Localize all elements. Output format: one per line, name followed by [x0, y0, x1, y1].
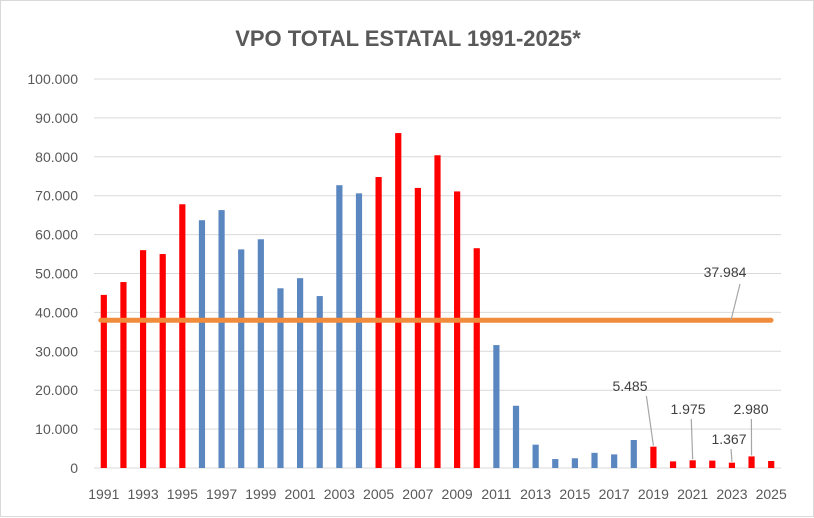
bar-2007	[415, 188, 421, 468]
bar-1996	[199, 220, 205, 468]
bar-2012	[513, 406, 519, 468]
bar-1994	[160, 254, 166, 468]
bar-2004	[356, 193, 362, 468]
bar-2010	[474, 248, 480, 468]
bar-1999	[258, 239, 264, 468]
bar-2001	[297, 278, 303, 468]
x-tick-label-2005: 2005	[363, 486, 394, 502]
x-tick-label-2019: 2019	[638, 486, 669, 502]
bar-1993	[140, 250, 146, 468]
bar-2022	[709, 461, 715, 468]
bar-1992	[120, 282, 126, 468]
y-axis-labels: 0 10.000 20.000 30.000 40.000 50.000 60.000 70.…	[27, 71, 78, 476]
x-tick-label-2011: 2011	[481, 486, 511, 502]
x-tick-label-2025: 2025	[756, 486, 787, 502]
reference-line-label: 37.984	[704, 264, 747, 280]
bar-1995	[179, 204, 185, 468]
y-tick-label-1: 10.000	[35, 421, 78, 437]
x-tick-label-2007: 2007	[402, 486, 433, 502]
bar-2014	[552, 459, 558, 468]
x-tick-label-2015: 2015	[559, 486, 590, 502]
bar-2009	[454, 191, 460, 468]
x-tick-label-2001: 2001	[285, 486, 316, 502]
y-tick-label-0: 0	[70, 460, 78, 476]
bar-2016	[591, 453, 597, 468]
bar-2011	[493, 345, 499, 468]
annotation-label-2024: 2.980	[733, 401, 768, 417]
bar-2003	[336, 185, 342, 468]
x-tick-label-1997: 1997	[206, 486, 237, 502]
x-tick-label-2003: 2003	[324, 486, 355, 502]
reference-leader-line	[731, 284, 740, 320]
x-tick-label-1995: 1995	[167, 486, 198, 502]
annotation-leader-2023	[731, 449, 732, 462]
bar-2018	[631, 440, 637, 468]
bar-2017	[611, 454, 617, 468]
bar-2025	[768, 461, 774, 468]
x-tick-label-2013: 2013	[520, 486, 551, 502]
y-tick-label-5: 50.000	[35, 266, 78, 282]
chart-title: VPO TOTAL ESTATAL 1991-2025*	[235, 26, 581, 51]
y-tick-label-8: 80.000	[35, 149, 78, 165]
y-tick-label-9: 90.000	[35, 110, 78, 126]
x-tick-label-2021: 2021	[677, 486, 708, 502]
y-tick-label-7: 70.000	[35, 188, 78, 204]
annotation-label-2023: 1.367	[711, 431, 746, 447]
bar-2008	[434, 155, 440, 468]
bar-1997	[218, 210, 224, 468]
bar-2006	[395, 133, 401, 468]
bar-2019	[650, 447, 656, 468]
annotation-label-2019: 5.485	[612, 378, 647, 394]
x-tick-label-1991: 1991	[88, 486, 119, 502]
x-tick-label-1999: 1999	[245, 486, 276, 502]
bar-2021	[690, 460, 696, 468]
x-axis-labels: 1991 1993 1995 1997 1999 2001 2003 2005 2007 2009…	[88, 486, 787, 502]
bar-2020	[670, 461, 676, 468]
bars	[101, 133, 775, 468]
x-tick-label-2017: 2017	[599, 486, 630, 502]
bar-2013	[533, 445, 539, 468]
annotation-leader-2021	[691, 419, 692, 459]
bar-1998	[238, 249, 244, 468]
y-tick-label-4: 40.000	[35, 304, 78, 320]
x-tick-label-1993: 1993	[127, 486, 158, 502]
bar-2000	[277, 288, 283, 468]
y-tick-label-3: 30.000	[35, 343, 78, 359]
bar-2015	[572, 458, 578, 468]
annotation-label-2021: 1.975	[670, 401, 705, 417]
bar-2024	[748, 456, 754, 468]
y-tick-label-10: 100.000	[27, 71, 78, 87]
x-tick-label-2009: 2009	[442, 486, 473, 502]
y-tick-label-6: 60.000	[35, 227, 78, 243]
x-tick-label-2023: 2023	[716, 486, 747, 502]
bar-2023	[729, 463, 735, 468]
annotation-leader-2019	[646, 396, 653, 446]
y-tick-label-2: 20.000	[35, 382, 78, 398]
